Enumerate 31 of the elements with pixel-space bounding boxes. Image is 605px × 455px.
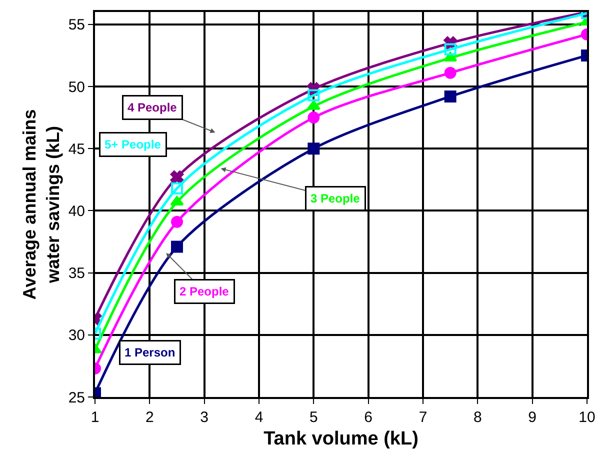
x-axis-title: Tank volume (kL) [264,428,418,450]
y-tick-label: 35 [68,265,85,282]
y-tick-label: 40 [68,202,85,220]
point [444,66,456,79]
x-tick-label: 1 [90,409,100,426]
x-tick-label: 8 [474,409,482,426]
y-tick-label: 55 [68,16,85,34]
x-tick-label: 4 [254,409,264,426]
point [444,43,456,56]
point [308,142,320,155]
x-tick-label: 6 [364,409,372,426]
x-tick-label: 5 [310,409,318,426]
y-tick-label: 30 [68,327,85,344]
text: 5+ People [104,138,162,152]
y-tick-label: 45 [68,140,85,158]
x-tick-label: 2 [146,409,154,426]
x-tick-label: 10 [578,409,596,426]
text: 4 People [128,100,178,114]
point [308,89,320,102]
point [308,112,320,124]
y-tick-label: 25 [68,389,85,406]
point [306,100,320,110]
text: 2 People [180,284,230,298]
text: 3 People [310,192,360,206]
x-tick-label: 7 [418,409,428,426]
point [444,90,456,102]
y-axis-title: Average annual mains water savings (kL) [20,109,64,300]
y-tick-label: 50 [68,78,85,96]
x-tick-label: 9 [528,409,536,426]
series-label: 1 Person [124,346,176,360]
x-tick-label: 3 [200,409,208,426]
